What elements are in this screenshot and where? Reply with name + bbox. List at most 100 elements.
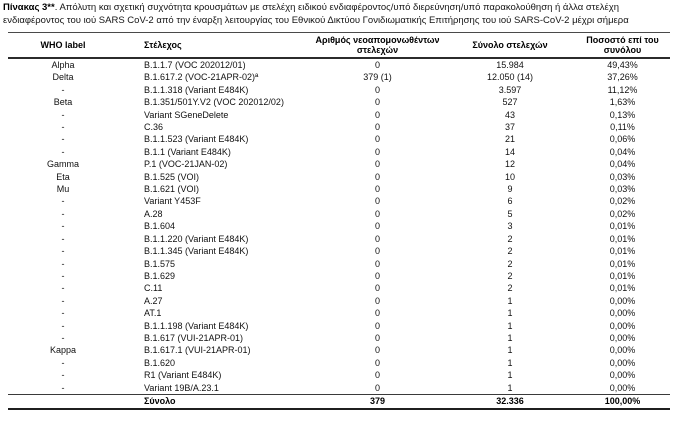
table-row: - B.1.1.198 (Variant E484K) 0 1 0,00%: [8, 320, 670, 332]
cell-strain: B.1.1.318 (Variant E484K): [144, 84, 249, 95]
header-new-isolates: Αριθμός νεοαπομονωθέντων στελεχών: [310, 31, 445, 59]
cell-who-label: -: [61, 233, 65, 244]
cell-strain: Variant Y453F: [144, 196, 201, 207]
table-footer: Σύνολο 379 32.336 100,00%: [8, 393, 670, 410]
cell-who-label: Mu: [56, 184, 70, 195]
table-row: - R1 (Variant E484K) 0 1 0,00%: [8, 369, 670, 381]
table-row: - B.1.1.345 (Variant E484K) 0 2 0,01%: [8, 245, 670, 257]
cell-percentage: 0,01%: [609, 233, 636, 244]
report-page: Πίνακας 3**. Απόλυτη και σχετική συχνότη…: [3, 2, 672, 410]
cell-who-label: Alpha: [51, 60, 75, 70]
cell-new-isolates: 0: [374, 122, 380, 133]
table-row: - Variant 19B/A.23.1 0 1 0,00%: [8, 382, 670, 395]
cell-total-strains: 3.597: [498, 84, 522, 95]
cell-strain: Variant SGeneDelete: [144, 109, 229, 120]
cell-new-isolates: 0: [374, 60, 380, 70]
cell-strain: AT.1: [144, 308, 162, 319]
cell-new-isolates: 0: [374, 97, 380, 108]
cell-new-isolates: 0: [374, 258, 380, 269]
cell-new-isolates: 0: [374, 345, 380, 356]
cell-who-label: -: [61, 221, 65, 232]
cell-new-isolates: 0: [374, 171, 380, 182]
cell-strain: B.1.1.220 (Variant E484K): [144, 233, 249, 244]
cell-strain: B.1.617.2 (VOC-21APR-02)ª: [144, 72, 259, 83]
cell-new-isolates: 0: [374, 283, 380, 294]
cell-strain: Variant 19B/A.23.1: [144, 382, 219, 393]
cell-strain: A.27: [144, 295, 163, 306]
cell-percentage: 1,63%: [609, 97, 636, 108]
table-row: - Variant Y453F 0 6 0,02%: [8, 195, 670, 207]
table-row: Kappa B.1.617.1 (VUI-21APR-01) 0 1 0,00%: [8, 344, 670, 356]
table-row: - B.1.575 0 2 0,01%: [8, 258, 670, 270]
cell-percentage: 49,43%: [607, 60, 638, 70]
table-row: Delta B.1.617.2 (VOC-21APR-02)ª 379 (1) 12.…: [8, 71, 670, 83]
cell-strain: B.1.1.198 (Variant E484K): [144, 320, 249, 331]
cell-percentage: 0,00%: [609, 332, 636, 343]
cell-percentage: 0,11%: [610, 122, 635, 133]
header-total-strains: Σύνολο στελεχών: [445, 31, 575, 59]
cell-percentage: 0,00%: [609, 295, 636, 306]
table-row: - B.1.1.220 (Variant E484K) 0 2 0,01%: [8, 233, 670, 245]
cell-percentage: 0,01%: [609, 221, 636, 232]
table-row: - A.27 0 1 0,00%: [8, 295, 670, 307]
cell-total-strains: 9: [507, 184, 513, 195]
cell-who-label: -: [61, 332, 65, 343]
cell-strain: B.1.617 (VUI-21APR-01): [144, 332, 244, 343]
cell-percentage: 0,03%: [609, 171, 636, 182]
cell-strain: B.1.620: [144, 357, 176, 368]
cell-new-isolates: 0: [374, 320, 380, 331]
cell-total-strains: 1: [507, 308, 513, 319]
cell-strain: B.1.1 (Variant E484K): [144, 146, 231, 157]
cell-percentage: 0,00%: [609, 345, 636, 356]
cell-who-label: Gamma: [46, 159, 79, 170]
cell-total-strains: 1: [507, 295, 513, 306]
cell-total-strains: 15.984: [496, 60, 524, 70]
cell-percentage: 0,02%: [609, 196, 636, 207]
cell-percentage: 37,26%: [607, 72, 638, 83]
cell-strain: B.1.617.1 (VUI-21APR-01): [144, 345, 251, 356]
cell-who-label: -: [61, 258, 65, 269]
table-row: - Variant SGeneDelete 0 43 0,13%: [8, 109, 670, 121]
cell-total-strains: 12.050 (14): [486, 72, 534, 83]
table-header: WHO label Στέλεχος Αριθμός νεοαπομονωθέν…: [8, 31, 670, 59]
cell-who-label: -: [61, 246, 65, 257]
cell-total-strains: 10: [504, 171, 515, 182]
table-row: - C.36 0 37 0,11%: [8, 121, 670, 133]
cell-total-strains: 1: [507, 357, 513, 368]
cell-new-isolates: 0: [374, 208, 380, 219]
cell-total-label: Σύνολο: [118, 393, 310, 410]
table-row: Gamma P.1 (VOC-21JAN-02) 0 12 0,04%: [8, 158, 670, 170]
cell-strain: B.1.351/501Y.V2 (VOC 202012/02): [144, 97, 284, 108]
cell-strain: C.36: [144, 122, 164, 133]
cell-new-isolates: 0: [374, 370, 380, 381]
cell-total-strains: 1: [507, 332, 513, 343]
cell-total-strains: 1: [507, 345, 513, 356]
cell-percentage: 0,04%: [609, 159, 636, 170]
cell-new-isolates: 0: [374, 295, 380, 306]
table-row: - B.1.1.523 (Variant E484K) 0 21 0,06%: [8, 133, 670, 145]
cell-total-strains: 6: [507, 196, 513, 207]
cell-percentage: 0,03%: [609, 184, 636, 195]
header-who-label: WHO label: [8, 31, 118, 59]
cell-total-strains: 43: [504, 109, 515, 120]
cell-total-strains: 2: [507, 246, 513, 257]
table-row: - AT.1 0 1 0,00%: [8, 307, 670, 319]
table-row: Alpha B.1.1.7 (VOC 202012/01) 0 15.984 49,43…: [8, 58, 670, 71]
table-row: - B.1.617 (VUI-21APR-01) 0 1 0,00%: [8, 332, 670, 344]
cell-new-isolates: 0: [374, 357, 380, 368]
header-percentage: Ποσοστό επί του συνόλου: [575, 31, 670, 59]
table-row: Mu B.1.621 (VOI) 0 9 0,03%: [8, 183, 670, 195]
cell-who-label: -: [61, 146, 65, 157]
table-caption: Πίνακας 3**. Απόλυτη και σχετική συχνότη…: [3, 2, 672, 28]
cell-new-isolates: 0: [374, 196, 380, 207]
cell-who-label: -: [61, 270, 65, 281]
table-row: Eta B.1.525 (VOI) 0 10 0,03%: [8, 171, 670, 183]
cell-new-isolates: 0: [374, 246, 380, 257]
cell-total-percentage: 100,00%: [575, 393, 670, 410]
cell-who-label: Kappa: [49, 345, 77, 356]
cell-new-isolates: 0: [374, 233, 380, 244]
table-row: - B.1.629 0 2 0,01%: [8, 270, 670, 282]
cell-new-isolates: 0: [374, 332, 380, 343]
cell-new-isolates: 0: [374, 308, 380, 319]
table-row: - A.28 0 5 0,02%: [8, 208, 670, 220]
